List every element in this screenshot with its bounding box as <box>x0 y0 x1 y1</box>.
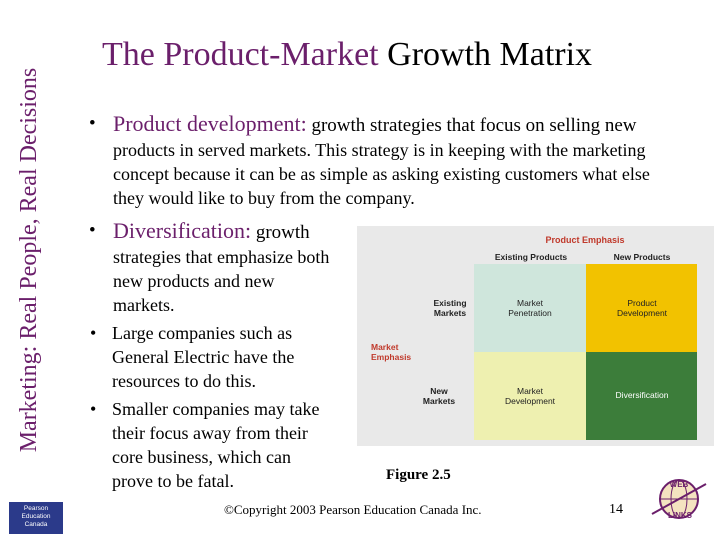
web-links-globe-icon: WEB LINKS <box>651 479 707 520</box>
sub-bullet: • Large companies such as General Electr… <box>90 321 332 393</box>
bullet-text: strategies that emphasize both new produ… <box>113 247 330 315</box>
matrix-header: Product Emphasis <box>545 235 624 245</box>
sidebar-title: Marketing: Real People, Real Decisions <box>16 67 42 453</box>
sub-bullet-text: Smaller companies may take their focus a… <box>112 399 320 491</box>
cell-label: Development <box>505 396 556 406</box>
slide-title: The Product-Market Growth Matrix <box>102 34 702 76</box>
bullet-product-development: • Product development: growth strategies… <box>89 111 703 210</box>
cell-label: Diversification <box>616 390 669 400</box>
bullet-dot: • <box>90 323 97 343</box>
publisher-logo-line: Education <box>21 513 51 520</box>
copyright-text: ©Copyright 2003 Pearson Education Canada… <box>224 502 482 517</box>
figure-caption: Figure 2.5 <box>386 467 451 483</box>
page-number: 14 <box>609 502 623 517</box>
publisher-logo-line: Pearson <box>23 505 49 512</box>
web-links-top: WEB <box>670 480 689 489</box>
cell-label: Market <box>517 298 544 308</box>
cell-product-development <box>586 264 697 352</box>
sub-bullet: • Smaller companies may take their focus… <box>90 397 332 493</box>
matrix-side-label: Market <box>371 342 399 352</box>
bullet-dot: • <box>90 399 97 419</box>
matrix-col-label: New Products <box>614 252 671 262</box>
matrix-row-label: New <box>430 386 448 396</box>
cell-label: Development <box>617 308 668 318</box>
bullet-dot: • <box>89 113 96 134</box>
matrix-row-label: Existing <box>433 298 466 308</box>
cell-label: Penetration <box>508 308 552 318</box>
publisher-logo: Pearson Education Canada <box>9 502 63 534</box>
bullet-term: Product development: <box>113 111 307 136</box>
slide-title-rest: Growth Matrix <box>378 36 593 73</box>
bullet-first-line: growth <box>251 222 310 243</box>
cell-market-development <box>474 352 586 440</box>
bullet-dot: • <box>89 220 96 241</box>
web-links-bottom: LINKS <box>668 511 693 520</box>
growth-matrix-figure: Product Emphasis Existing Products New P… <box>357 226 714 446</box>
bullet-first-line: growth strategies that focus on selling … <box>306 115 637 136</box>
publisher-logo-line: Canada <box>24 521 48 528</box>
growth-matrix-svg: Product Emphasis Existing Products New P… <box>371 235 697 440</box>
cell-label: Product <box>627 298 657 308</box>
sub-bullet-text: Large companies such as General Electric… <box>112 323 295 391</box>
cell-market-penetration <box>474 264 586 352</box>
bullet-diversification: • Diversification: growth strategies tha… <box>89 218 343 317</box>
bullet-term: Diversification: <box>113 218 252 243</box>
cell-diversification <box>586 352 697 440</box>
web-links-icon[interactable]: WEB LINKS <box>650 474 708 524</box>
cell-label: Market <box>517 386 544 396</box>
bullet-text: products in served markets. This strateg… <box>113 140 650 208</box>
matrix-col-label: Existing Products <box>495 252 568 262</box>
matrix-row-label: Markets <box>423 396 455 406</box>
matrix-row-label: Markets <box>434 308 466 318</box>
slide-title-highlight: The Product-Market <box>102 36 379 73</box>
matrix-side-label: Emphasis <box>371 352 411 362</box>
